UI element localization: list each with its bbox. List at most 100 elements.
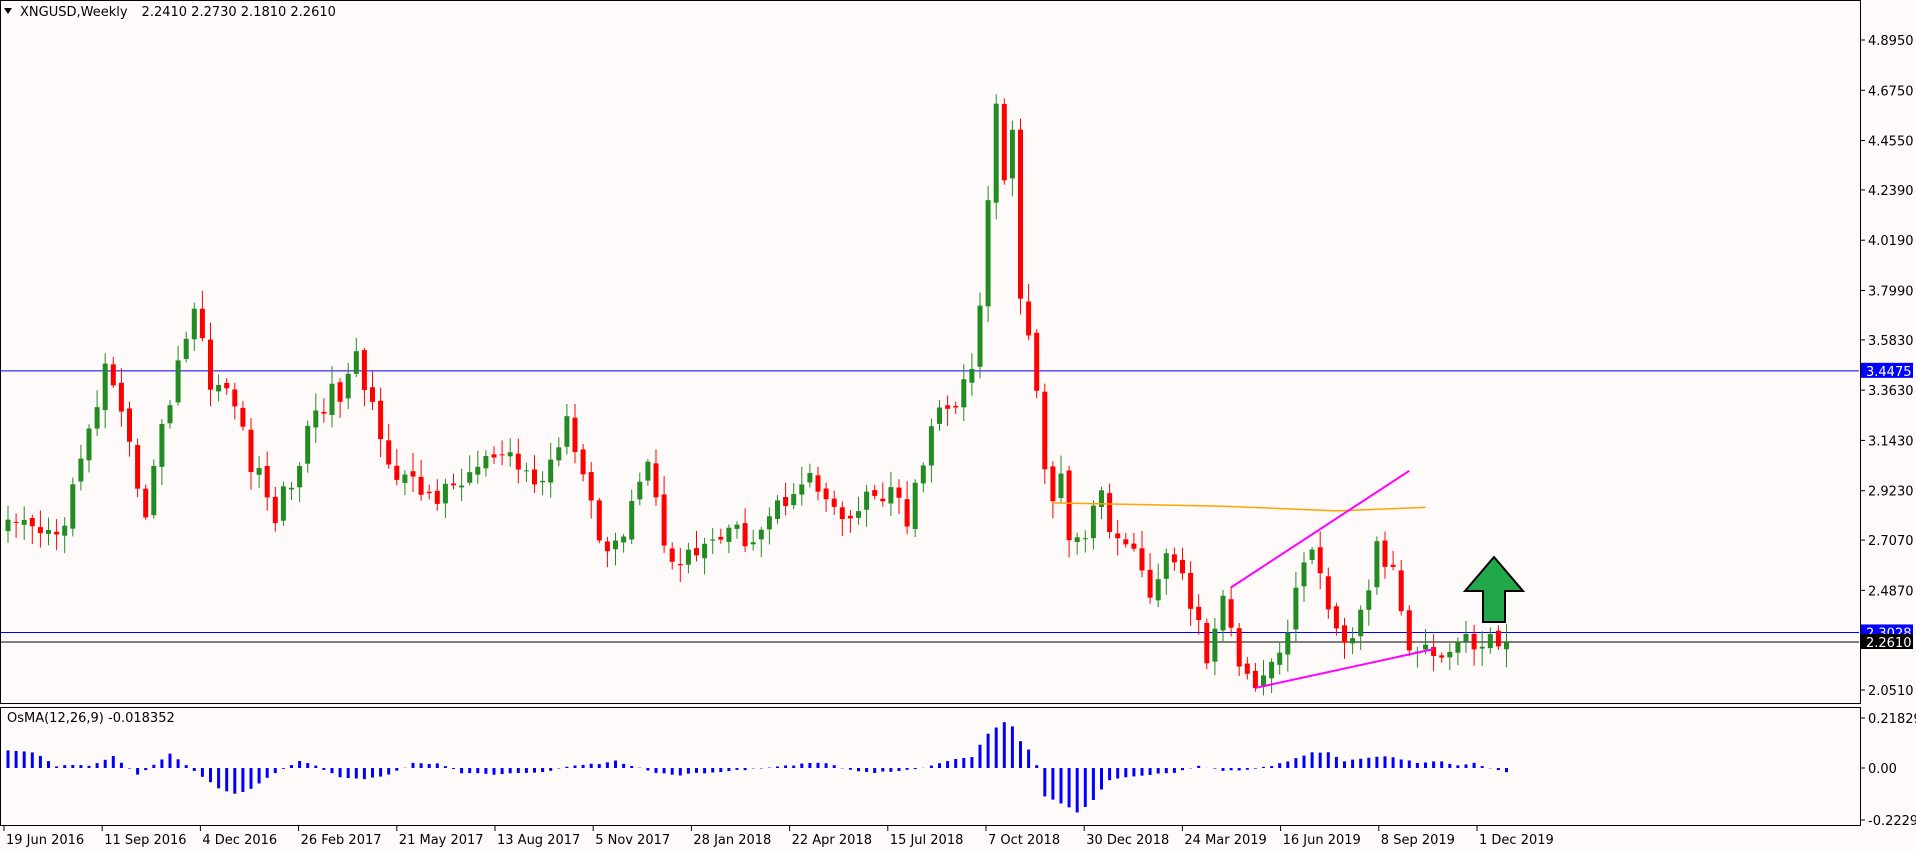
candle-body xyxy=(523,470,529,472)
candle-body xyxy=(961,379,967,408)
candle-body xyxy=(1034,332,1040,391)
candle-body xyxy=(442,483,448,504)
candle-body xyxy=(451,483,456,486)
candle-body xyxy=(167,405,173,424)
osma-tick-label: 0.00 xyxy=(1868,762,1897,777)
price-pane[interactable] xyxy=(1,94,1859,696)
candle-body xyxy=(839,507,845,520)
candle-body xyxy=(410,471,416,477)
candle-body xyxy=(1269,661,1275,679)
candle-body xyxy=(1026,301,1032,336)
candle-body xyxy=(1074,537,1080,542)
price-tick-label: 4.4550 xyxy=(1868,135,1914,150)
time-tick-label: 16 Jun 2019 xyxy=(1283,833,1361,848)
osma-pane-frame xyxy=(0,707,1861,826)
candle-body xyxy=(1018,129,1023,299)
candle-body xyxy=(191,308,197,340)
candle-body xyxy=(1358,609,1364,637)
candle-body xyxy=(1309,549,1315,561)
candle-body xyxy=(750,542,756,545)
time-tick-label: 22 Apr 2018 xyxy=(792,833,872,848)
candle-body xyxy=(151,465,157,516)
time-tick-label: 21 May 2017 xyxy=(399,833,484,848)
candle-body xyxy=(637,481,643,500)
candle-body xyxy=(1099,490,1104,508)
candle-body xyxy=(507,452,513,457)
candle-body xyxy=(1107,493,1113,532)
candle-body xyxy=(1252,670,1258,689)
level-tag xyxy=(1861,634,1913,650)
candle-body xyxy=(402,474,408,483)
candle-body xyxy=(272,496,278,524)
level-tag-label: 3.4475 xyxy=(1866,365,1912,380)
time-tick-label: 13 Aug 2017 xyxy=(497,833,580,848)
candle-body xyxy=(208,339,213,390)
candle-body xyxy=(1504,642,1509,650)
candle-body xyxy=(1463,634,1469,642)
time-tick-label: 15 Jul 2018 xyxy=(890,833,964,848)
candle-body xyxy=(1131,543,1137,549)
candle-body xyxy=(216,384,222,392)
candle-body xyxy=(775,500,780,519)
osma-pane[interactable] xyxy=(6,722,1508,813)
candle-body xyxy=(1009,129,1015,179)
candle-body xyxy=(912,482,918,530)
price-tick-label: 4.6750 xyxy=(1868,84,1914,99)
candle-body xyxy=(766,516,772,530)
candle-body xyxy=(1350,638,1356,644)
candle-body xyxy=(1301,562,1307,587)
candle-body xyxy=(856,511,861,518)
candle-body xyxy=(467,472,473,483)
candle-body xyxy=(110,364,116,386)
candle-body xyxy=(240,407,246,427)
candle-body xyxy=(353,351,359,374)
candle-body xyxy=(289,487,294,490)
candle-body xyxy=(224,383,230,389)
candle-body xyxy=(248,429,254,473)
candle-body xyxy=(1495,630,1501,647)
candle-body xyxy=(345,373,351,399)
osma-axis[interactable]: 0.218297 0.00 -0.222941 xyxy=(1860,712,1916,829)
candle-body xyxy=(1188,572,1194,609)
candle-body xyxy=(175,360,181,403)
candle-body xyxy=(783,496,789,506)
candle-body xyxy=(1082,538,1088,540)
candle-body xyxy=(329,383,335,415)
candle-body xyxy=(459,485,465,488)
candle-body xyxy=(1163,553,1169,579)
price-tick-label: 2.9230 xyxy=(1868,485,1914,500)
candle-body xyxy=(491,454,497,458)
time-tick-label: 5 Nov 2017 xyxy=(595,833,670,848)
candle-body xyxy=(556,447,562,461)
candle-body xyxy=(1058,473,1064,499)
time-tick-label: 8 Sep 2019 xyxy=(1381,833,1455,848)
candle-body xyxy=(904,499,910,527)
candle-body xyxy=(434,490,440,504)
price-tick-label: 4.2390 xyxy=(1868,184,1914,199)
time-axis[interactable]: 19 Jun 2016 11 Sep 2016 4 Dec 2016 26 Feb 2… xyxy=(3,826,1554,848)
price-tick-label: 3.7990 xyxy=(1868,284,1914,299)
up-arrow-icon[interactable] xyxy=(1462,555,1526,623)
candle-body xyxy=(515,453,521,470)
candle-body xyxy=(313,410,319,428)
candle-body xyxy=(1261,675,1266,686)
candle-body xyxy=(540,480,546,483)
collapse-triangle-icon[interactable] xyxy=(4,8,12,14)
candle-body xyxy=(1042,391,1048,470)
osma-tick-label: 0.218297 xyxy=(1868,712,1916,727)
candle-body xyxy=(815,475,821,492)
time-tick-label: 19 Jun 2016 xyxy=(6,833,84,848)
price-pane-frame xyxy=(0,0,1861,704)
price-tick-label: 2.4870 xyxy=(1868,584,1914,599)
candle-body xyxy=(418,476,424,495)
candle-body xyxy=(1406,610,1412,651)
candle-body xyxy=(1171,554,1177,563)
candle-body xyxy=(143,488,149,518)
candle-body xyxy=(1285,632,1291,655)
candle-body xyxy=(604,541,610,552)
candle-body xyxy=(572,417,578,453)
candle-body xyxy=(847,515,853,519)
price-axis[interactable]: 4.8950 4.6750 4.4550 4.2390 4.0190 3.7990 3.58… xyxy=(1860,34,1914,699)
